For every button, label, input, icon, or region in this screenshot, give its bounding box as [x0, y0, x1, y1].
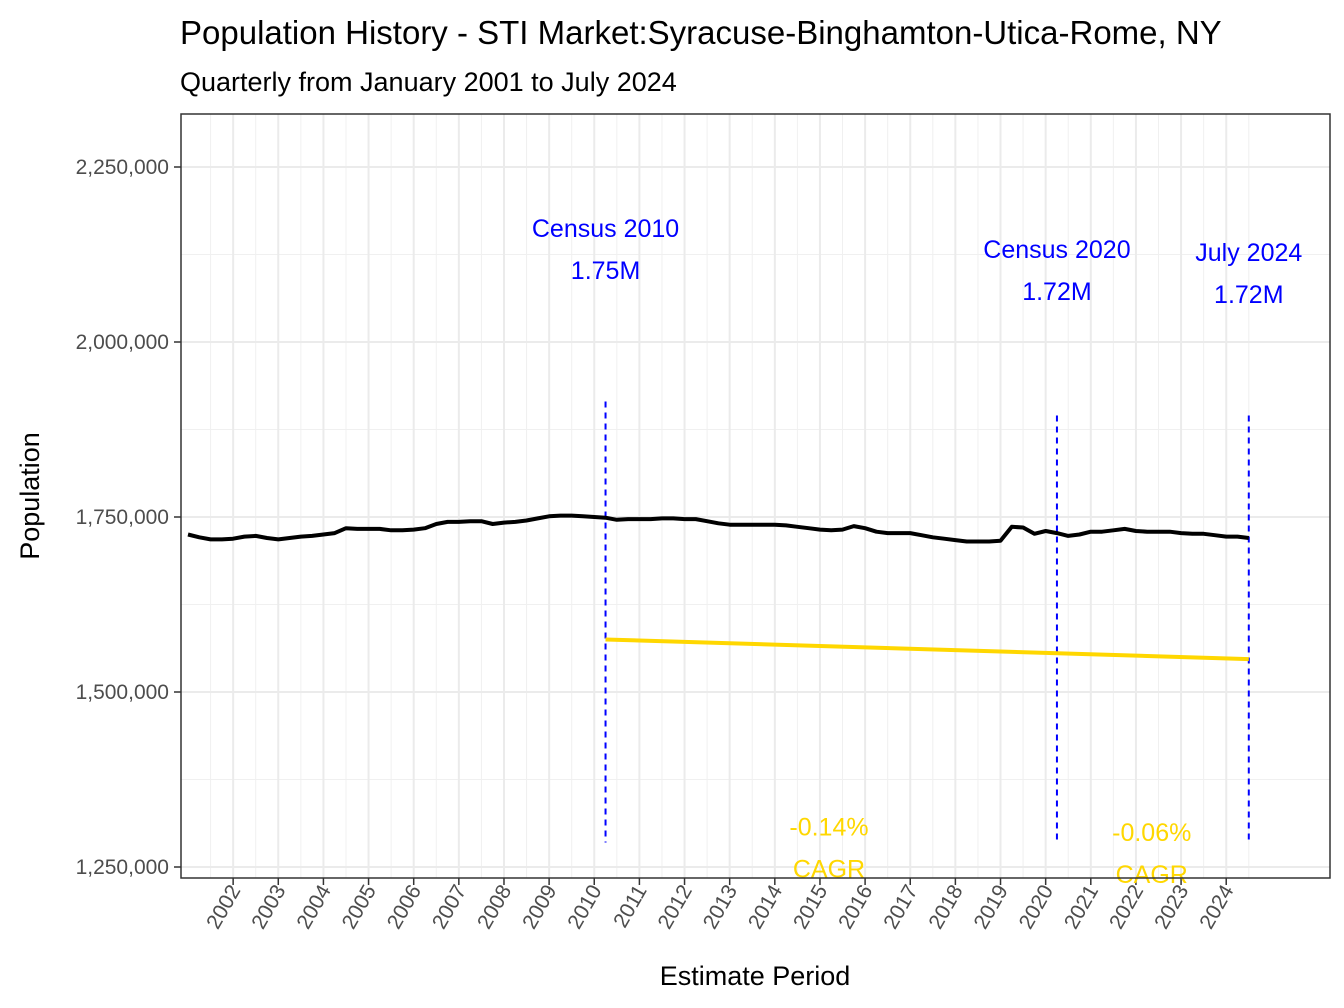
series-line: [187, 513, 1250, 544]
x-tick-label: 2019: [970, 881, 1013, 933]
series-line: [605, 637, 1249, 662]
annotation-text: 1.72M: [1022, 278, 1091, 306]
annotation-text: 1.72M: [1214, 281, 1283, 309]
x-tick-label: 2013: [699, 881, 742, 933]
y-tick-label: 1,250,000: [76, 856, 169, 879]
annotation-text: -0.06%: [1112, 819, 1191, 847]
y-axis-tick-labels: 1,250,000 1,500,000 1,750,000 2,000,000 2,25…: [76, 156, 181, 879]
annotation-text: Census 2020: [983, 236, 1130, 264]
x-tick-label: 2016: [834, 881, 877, 933]
annotation-text: 1.75M: [571, 257, 640, 285]
x-tick-label: 2003: [247, 881, 290, 933]
x-tick-label: 2020: [1015, 881, 1058, 933]
annotation-text: -0.14%: [789, 814, 868, 842]
y-tick-label: 1,500,000: [76, 681, 169, 704]
annotation-text: CAGR: [793, 856, 865, 884]
marker-lines: [604, 401, 1250, 843]
x-tick-label: 2002: [202, 881, 245, 933]
x-tick-label: 2012: [654, 881, 697, 933]
y-axis-title: Population: [15, 432, 45, 560]
y-tick-label: 2,000,000: [76, 331, 169, 354]
x-tick-label: 2008: [473, 881, 516, 933]
x-tick-label: 2014: [744, 881, 787, 933]
panel-border: [180, 113, 1331, 879]
x-tick-label: 2009: [518, 881, 561, 933]
annotation-text: July 2024: [1195, 239, 1302, 267]
x-tick-label: 2024: [1195, 881, 1238, 933]
x-tick-label: 2011: [609, 881, 652, 932]
annotation-text: Census 2010: [532, 215, 679, 243]
x-axis-title: Estimate Period: [660, 961, 851, 991]
x-tick-label: 2015: [789, 881, 832, 933]
x-axis-tick-labels: 2002 2003 2004 2005 2006 2007 2008 2009 2010 2011…: [202, 878, 1239, 933]
x-tick-label: 2010: [563, 881, 606, 933]
x-tick-label: 2018: [924, 881, 967, 933]
y-tick-label: 1,750,000: [76, 506, 169, 529]
annotation-text: CAGR: [1116, 861, 1188, 889]
x-tick-label: 2004: [292, 881, 335, 933]
x-tick-label: 2007: [428, 881, 471, 933]
x-tick-label: 2005: [338, 881, 381, 933]
x-tick-label: 2006: [383, 881, 426, 933]
series-lines: [187, 513, 1250, 662]
chart-subtitle: Quarterly from January 2001 to July 2024: [180, 67, 677, 97]
x-tick-label: 2021: [1060, 881, 1103, 933]
grid-lines: [181, 114, 1330, 878]
y-tick-label: 2,250,000: [76, 156, 169, 179]
x-tick-label: 2017: [879, 881, 922, 933]
chart-title: Population History - STI Market:Syracuse…: [180, 14, 1222, 51]
annotations: Census 2010 1.75M Census 2020 1.72M July 202…: [532, 215, 1303, 889]
